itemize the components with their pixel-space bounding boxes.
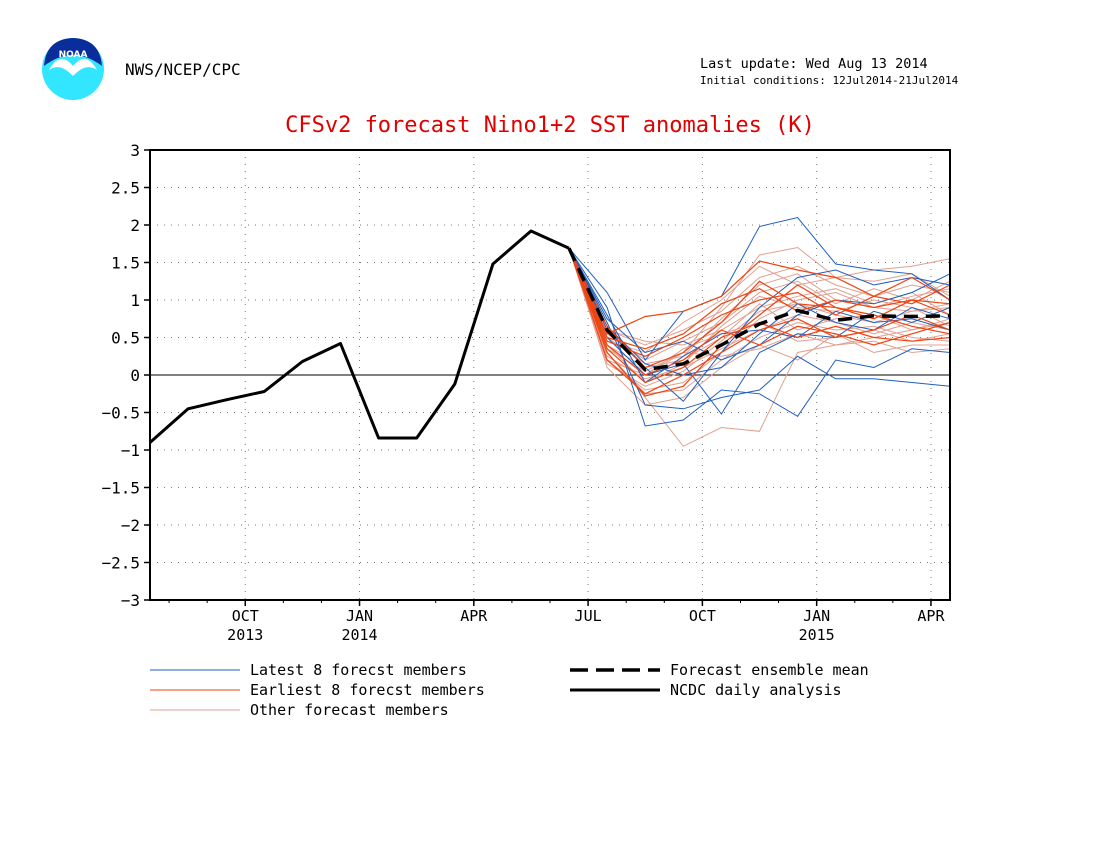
x-tick-label: JUL (575, 607, 602, 625)
other-member-line (568, 248, 951, 354)
y-tick-label: 0 (130, 366, 140, 385)
x-tick-label: OCT (689, 607, 716, 625)
earliest-member-line (568, 248, 951, 357)
members-layer (568, 216, 951, 447)
y-tick-label: 2.5 (111, 179, 140, 198)
chart-title: CFSv2 forecast Nino1+2 SST anomalies (K) (285, 113, 815, 138)
latest-member-line (568, 216, 951, 361)
legend-label-0: Latest 8 forecst members (250, 661, 467, 679)
x-tick-label: APR (917, 607, 945, 625)
grid-layer (150, 150, 950, 600)
noaa-logo-sky (44, 38, 102, 66)
x-tick-label: JAN (346, 607, 373, 625)
legend-label-1: Earliest 8 forecst members (250, 681, 485, 699)
y-tick-label: 1.5 (111, 254, 140, 273)
earliest-member-line (568, 248, 951, 395)
x-year-label: 2014 (341, 626, 377, 644)
earliest-member-line (568, 248, 951, 335)
other-member-line (568, 248, 951, 384)
noaa-logo-icon: NOAA (42, 38, 104, 100)
agency-label: NWS/NCEP/CPC (125, 60, 241, 79)
noaa-logo-text: NOAA (59, 50, 88, 60)
x-tick-label: OCT (232, 607, 259, 625)
axis-layer: 32.521.510.50−0.5−1−1.5−2−2.5−3OCT2013JA… (101, 141, 945, 644)
latest-member-line (568, 248, 951, 403)
earliest-member-line (568, 248, 951, 369)
initial-conditions-label: Initial conditions: 12Jul2014-21Jul2014 (700, 74, 959, 87)
y-tick-label: 1 (130, 291, 140, 310)
latest-member-line (568, 248, 951, 415)
x-tick-label: JAN (803, 607, 830, 625)
earliest-member-line (568, 248, 951, 350)
x-year-label: 2015 (799, 626, 835, 644)
y-tick-label: −3 (121, 591, 140, 610)
legend-label-4: NCDC daily analysis (670, 681, 842, 699)
earliest-member-line (568, 248, 951, 397)
y-tick-label: −1 (121, 441, 140, 460)
noaa-logo-gull (49, 58, 97, 76)
legend-label-2: Other forecast members (250, 701, 449, 719)
y-tick-label: 3 (130, 141, 140, 160)
ensemble-mean-line (567, 247, 951, 372)
observed-line (149, 229, 570, 444)
y-tick-label: −0.5 (101, 404, 140, 423)
other-member-line (568, 248, 951, 372)
y-tick-label: 0.5 (111, 329, 140, 348)
main-lines-layer (149, 229, 951, 444)
x-tick-label: APR (460, 607, 488, 625)
y-tick-label: −2 (121, 516, 140, 535)
x-year-label: 2013 (227, 626, 263, 644)
y-tick-label: −1.5 (101, 479, 140, 498)
legend: Latest 8 forecst members Earliest 8 forec… (150, 661, 869, 719)
legend-label-3: Forecast ensemble mean (670, 661, 869, 679)
latest-member-line (568, 248, 951, 410)
y-tick-label: −2.5 (101, 554, 140, 573)
latest-member-line (568, 248, 951, 427)
earliest-member-line (568, 248, 951, 376)
other-member-line (568, 248, 951, 395)
last-update-label: Last update: Wed Aug 13 2014 (700, 56, 928, 72)
y-tick-label: 2 (130, 216, 140, 235)
